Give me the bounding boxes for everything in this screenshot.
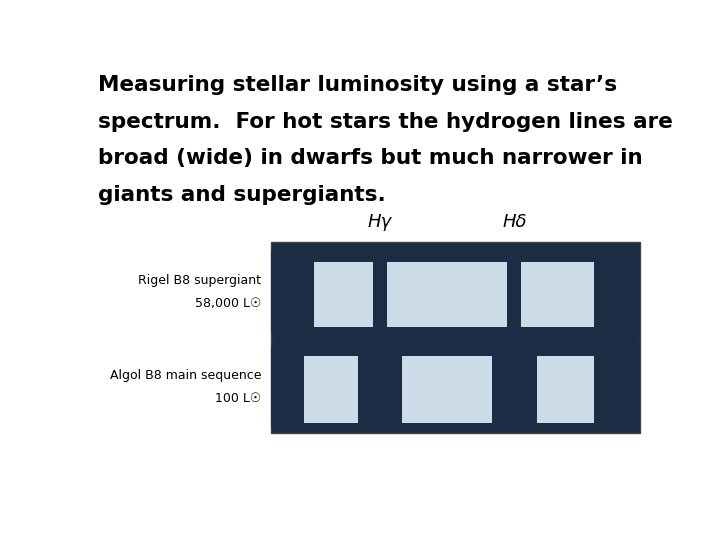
Text: spectrum.  For hot stars the hydrogen lines are: spectrum. For hot stars the hydrogen lin… [99, 112, 673, 132]
Bar [271, 251, 314, 333]
Bar [271, 327, 639, 333]
Bar [271, 347, 639, 427]
Bar [271, 241, 639, 433]
Text: Algol B8 main sequence: Algol B8 main sequence [110, 369, 261, 382]
Bar [271, 423, 639, 427]
Text: Rigel B8 supergiant: Rigel B8 supergiant [138, 274, 261, 287]
Text: 100 L☉: 100 L☉ [215, 392, 261, 405]
Text: giants and supergiants.: giants and supergiants. [99, 185, 386, 205]
Text: Hδ: Hδ [502, 213, 526, 231]
Bar [508, 251, 521, 333]
Bar [358, 347, 402, 427]
Text: 58,000 L☉: 58,000 L☉ [195, 298, 261, 310]
Text: Hγ: Hγ [368, 213, 392, 231]
Bar [373, 251, 387, 333]
Text: Measuring stellar luminosity using a star’s: Measuring stellar luminosity using a sta… [99, 75, 618, 95]
Bar [271, 251, 639, 333]
Bar [271, 347, 639, 356]
Bar [271, 347, 305, 427]
Bar [593, 251, 639, 333]
Bar [593, 347, 639, 427]
Bar [492, 347, 536, 427]
Text: broad (wide) in dwarfs but much narrower in: broad (wide) in dwarfs but much narrower… [99, 148, 643, 168]
Bar [271, 251, 639, 262]
